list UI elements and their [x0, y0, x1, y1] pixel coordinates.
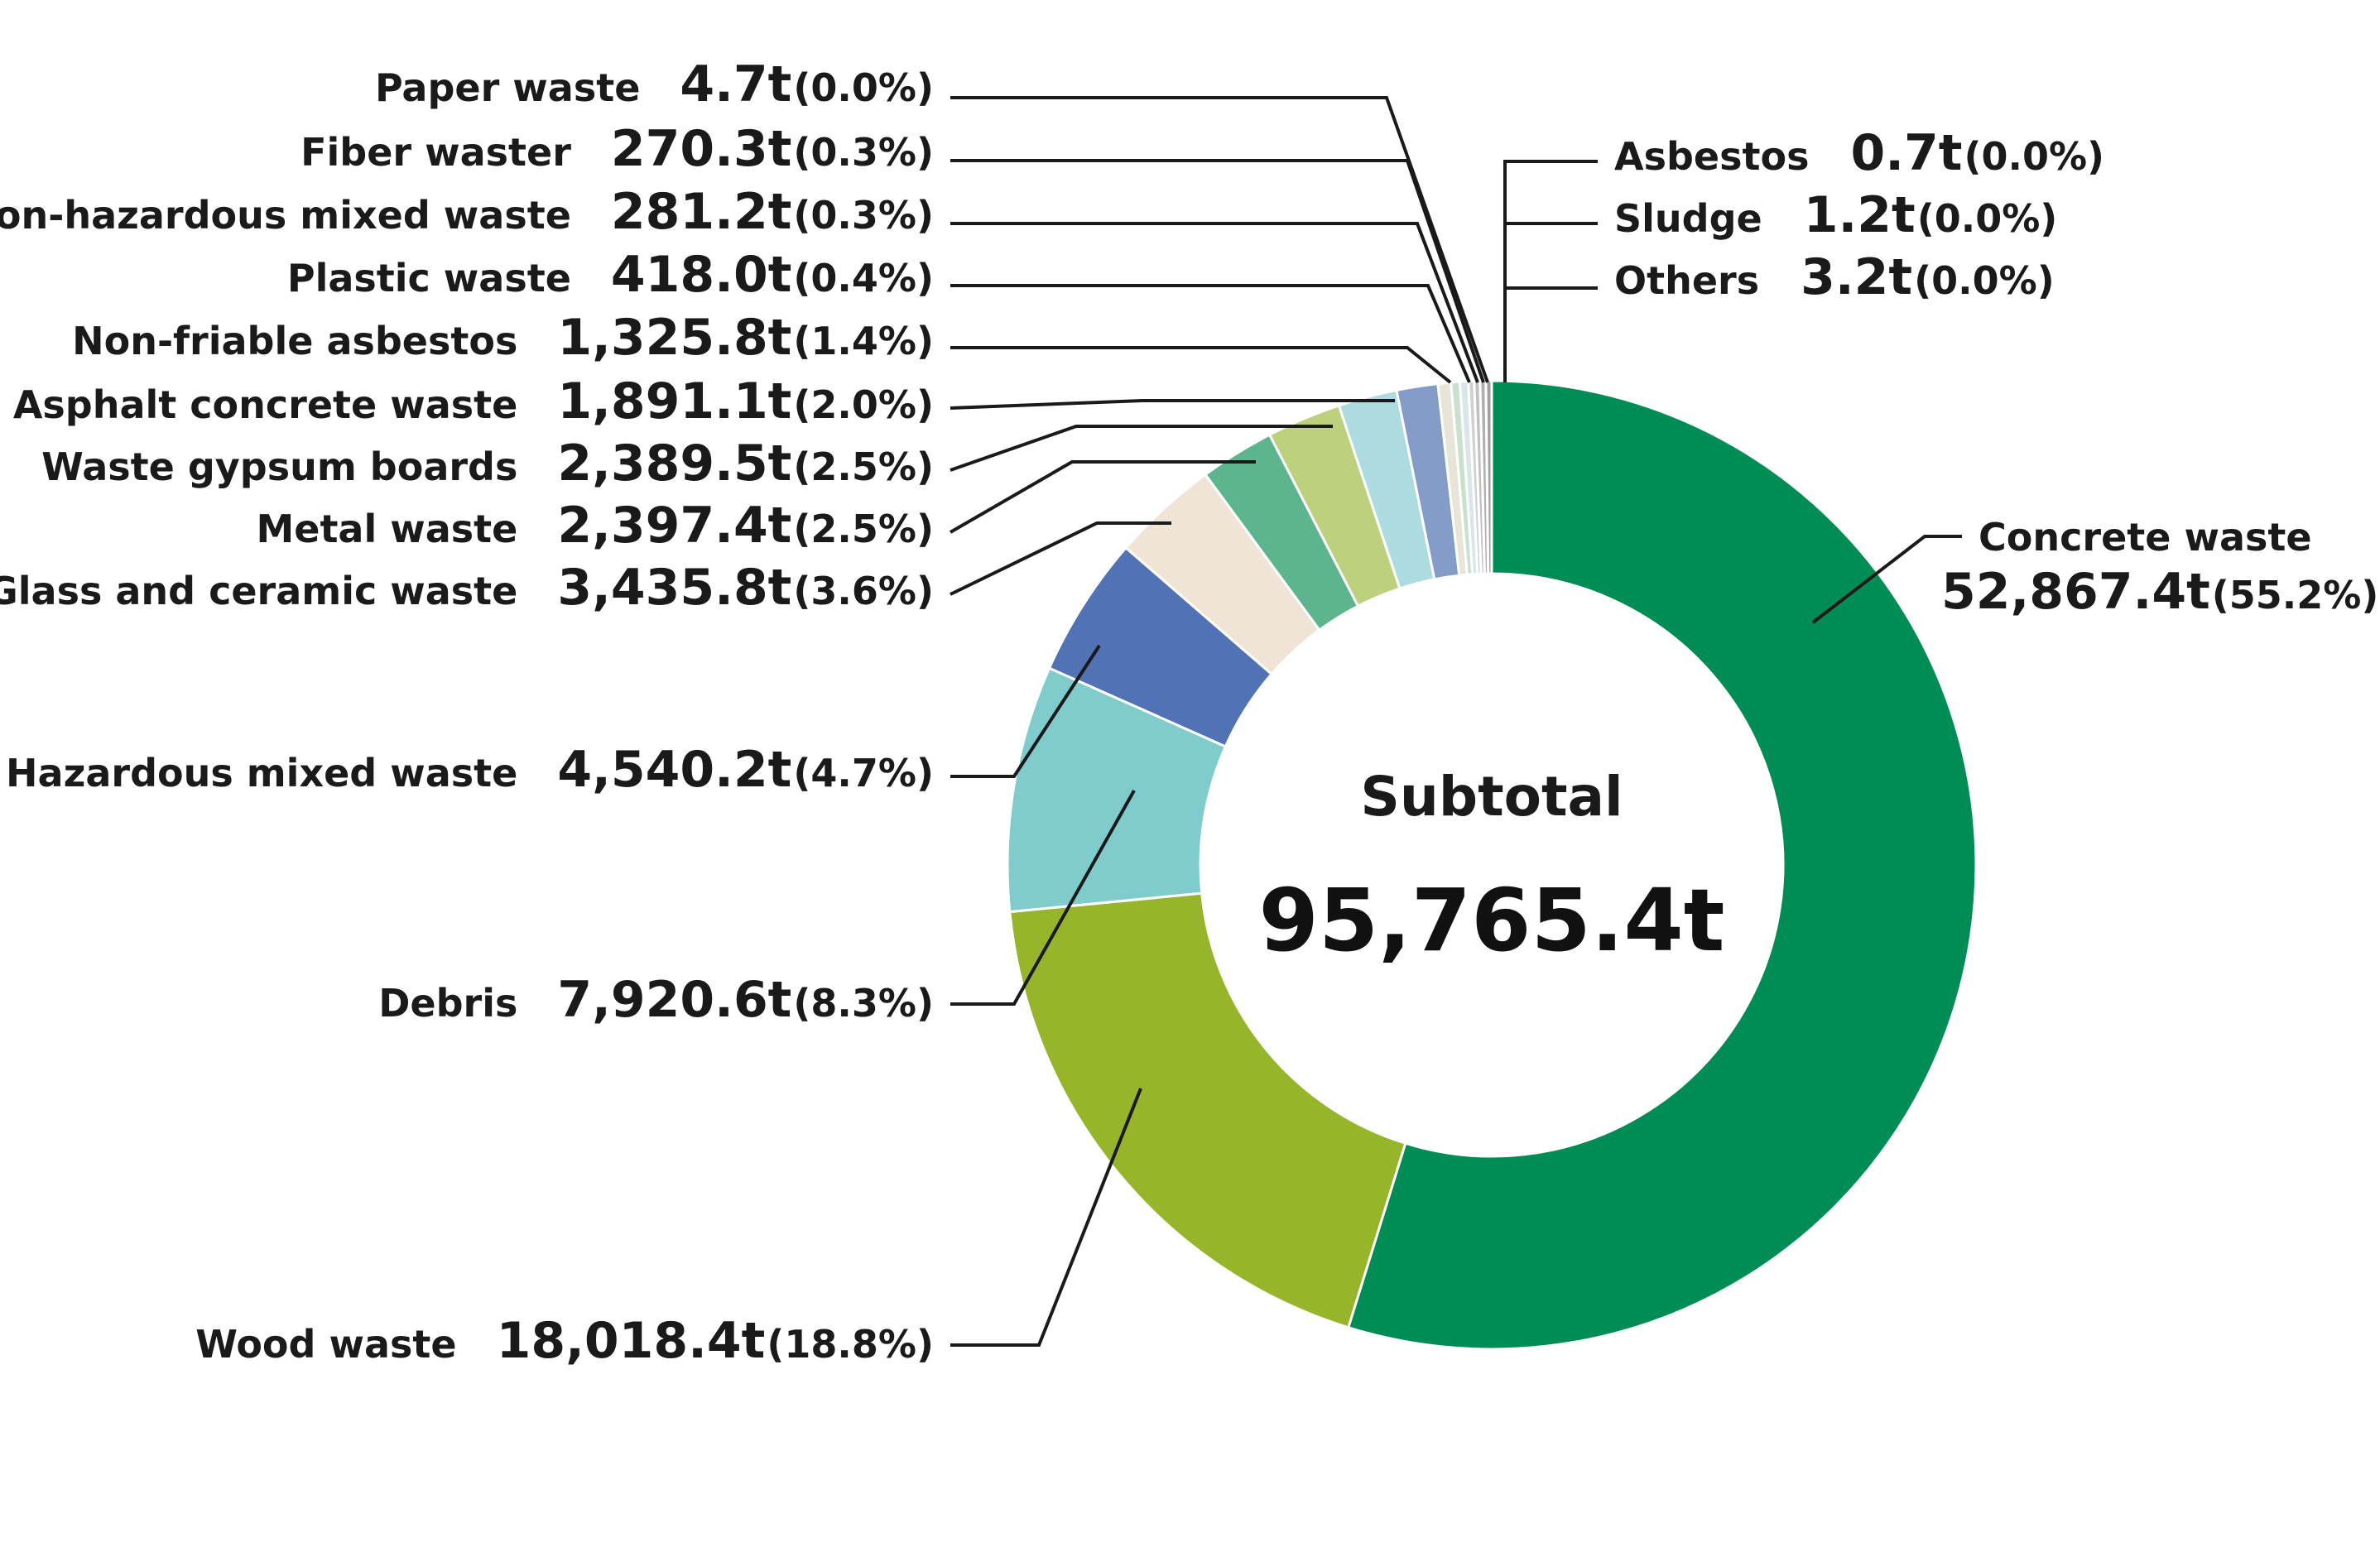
- label-name-non-friable-asbestos: Non-friable asbestos: [72, 319, 517, 363]
- label-wood-waste: (18.8%)18,018.4t Wood waste: [195, 1312, 934, 1370]
- label-percent-waste-gypsum-boards: (2.5%): [793, 444, 934, 489]
- label-fiber-waster: (0.3%)270.3t Fiber waster: [301, 120, 934, 178]
- label-percent-fiber-waster: (0.3%): [793, 130, 934, 175]
- label-name-waste-gypsum-boards: Waste gypsum boards: [41, 444, 517, 489]
- label-sludge: Sludge 1.2t (0.0%): [1614, 186, 2057, 244]
- label-value-metal-waste: 2,397.4t: [557, 497, 791, 555]
- label-percent-non-hazardous-mixed-waste: (0.3%): [793, 193, 934, 238]
- leaders-layer: [949, 96, 1962, 1347]
- label-asbestos: Asbestos 0.7t (0.0%): [1614, 124, 2104, 182]
- leader-glass-and-ceramic-waste: [950, 521, 1171, 596]
- label-hazardous-mixed-waste: (4.7%)4,540.2t Hazardous mixed waste: [6, 741, 934, 799]
- label-value-others: 3.2t: [1801, 248, 1912, 306]
- label-value-asphalt-concrete-waste: 1,891.1t: [557, 372, 791, 430]
- label-name-concrete-waste: Concrete waste: [1979, 515, 2312, 560]
- label-value-debris: 7,920.6t: [557, 971, 791, 1029]
- leader-metal-waste: [949, 460, 1256, 534]
- label-metal-waste: (2.5%)2,397.4t Metal waste: [256, 497, 934, 555]
- label-name-asbestos: Asbestos: [1614, 134, 1809, 179]
- label-value-plastic-waste: 418.0t: [611, 246, 791, 304]
- label-name-others: Others: [1614, 258, 1759, 303]
- leader-concrete-waste: [1811, 535, 1962, 624]
- label-percent-paper-waste: (0.0%): [793, 65, 934, 110]
- label-percent-non-friable-asbestos: (1.4%): [793, 319, 934, 363]
- label-name-hazardous-mixed-waste: Hazardous mixed waste: [6, 751, 517, 795]
- leader-asphalt-concrete-waste: [950, 399, 1395, 410]
- label-value-wood-waste: 18,018.4t: [497, 1312, 766, 1370]
- label-percent-asphalt-concrete-waste: (2.0%): [793, 382, 934, 427]
- label-asphalt-concrete-waste: (2.0%)1,891.1t Asphalt concrete waste: [13, 372, 934, 430]
- label-plastic-waste: (0.4%)418.0t Plastic waste: [287, 246, 934, 304]
- label-name-paper-waste: Paper waste: [375, 65, 640, 110]
- label-debris: (8.3%)7,920.6t Debris: [378, 971, 934, 1029]
- leader-waste-gypsum-boards: [950, 425, 1333, 472]
- label-name-plastic-waste: Plastic waste: [287, 256, 571, 300]
- leader-debris: [950, 790, 1136, 1006]
- label-non-hazardous-mixed-waste: (0.3%)281.2t Non-hazardous mixed waste: [0, 183, 934, 241]
- label-others: Others 3.2t (0.0%): [1614, 248, 2055, 306]
- leader-non-hazardous-mixed-waste: [950, 222, 1479, 383]
- label-percent-concrete-waste: (55.2%): [2212, 573, 2379, 617]
- slice-asbestos: [1484, 379, 1493, 575]
- label-percent-metal-waste: (2.5%): [793, 507, 934, 551]
- leader-asbestos: [1503, 160, 1598, 382]
- slices-layer: [1006, 379, 1978, 1351]
- label-percent-others: (0.0%): [1914, 258, 2055, 303]
- label-value-fiber-waster: 270.3t: [611, 120, 791, 178]
- label-value-hazardous-mixed-waste: 4,540.2t: [557, 741, 791, 799]
- label-percent-wood-waste: (18.8%): [767, 1322, 934, 1367]
- leader-paper-waste: [950, 96, 1489, 383]
- label-value-non-hazardous-mixed-waste: 281.2t: [611, 183, 791, 241]
- label-percent-hazardous-mixed-waste: (4.7%): [793, 751, 934, 795]
- leader-hazardous-mixed-waste: [950, 644, 1101, 778]
- leader-plastic-waste: [950, 284, 1471, 383]
- label-name-non-hazardous-mixed-waste: Non-hazardous mixed waste: [0, 193, 571, 238]
- label-value-asbestos: 0.7t: [1850, 124, 1962, 182]
- label-paper-waste: (0.0%)4.7t Paper waste: [375, 55, 934, 113]
- label-value-glass-and-ceramic-waste: 3,435.8t: [557, 559, 791, 617]
- label-name-fiber-waster: Fiber waster: [301, 130, 571, 175]
- label-percent-asbestos: (0.0%): [1964, 134, 2104, 179]
- label-glass-and-ceramic-waste: (3.6%)3,435.8t Glass and ceramic waste: [0, 559, 934, 617]
- label-value-non-friable-asbestos: 1,325.8t: [557, 309, 791, 367]
- label-percent-debris: (8.3%): [793, 981, 934, 1026]
- label-percent-plastic-waste: (0.4%): [793, 256, 934, 300]
- slice-concrete-waste: [1346, 379, 1978, 1351]
- label-name-debris: Debris: [378, 981, 517, 1026]
- leader-wood-waste: [950, 1088, 1142, 1347]
- slice-wood-waste: [1008, 891, 1407, 1329]
- label-percent-sludge: (0.0%): [1917, 196, 2058, 241]
- label-waste-gypsum-boards: (2.5%)2,389.5t Waste gypsum boards: [41, 435, 934, 493]
- label-name-asphalt-concrete-waste: Asphalt concrete waste: [13, 382, 518, 427]
- label-name-sludge: Sludge: [1614, 196, 1762, 241]
- label-non-friable-asbestos: (1.4%)1,325.8t Non-friable asbestos: [72, 309, 934, 367]
- label-percent-glass-and-ceramic-waste: (3.6%): [793, 569, 934, 613]
- label-name-glass-and-ceramic-waste: Glass and ceramic waste: [0, 569, 517, 613]
- center-total: 95,765.4t: [1259, 870, 1725, 971]
- center-title: Subtotal: [1360, 765, 1623, 829]
- label-value-paper-waste: 4.7t: [680, 55, 791, 113]
- label-value-waste-gypsum-boards: 2,389.5t: [557, 435, 791, 493]
- label-name-metal-waste: Metal waste: [256, 507, 517, 551]
- leader-non-friable-asbestos: [950, 346, 1452, 384]
- label-value-concrete-waste: 52,867.4t: [1941, 563, 2210, 621]
- label-name-wood-waste: Wood waste: [195, 1322, 456, 1367]
- label-value-sludge: 1.2t: [1804, 186, 1916, 244]
